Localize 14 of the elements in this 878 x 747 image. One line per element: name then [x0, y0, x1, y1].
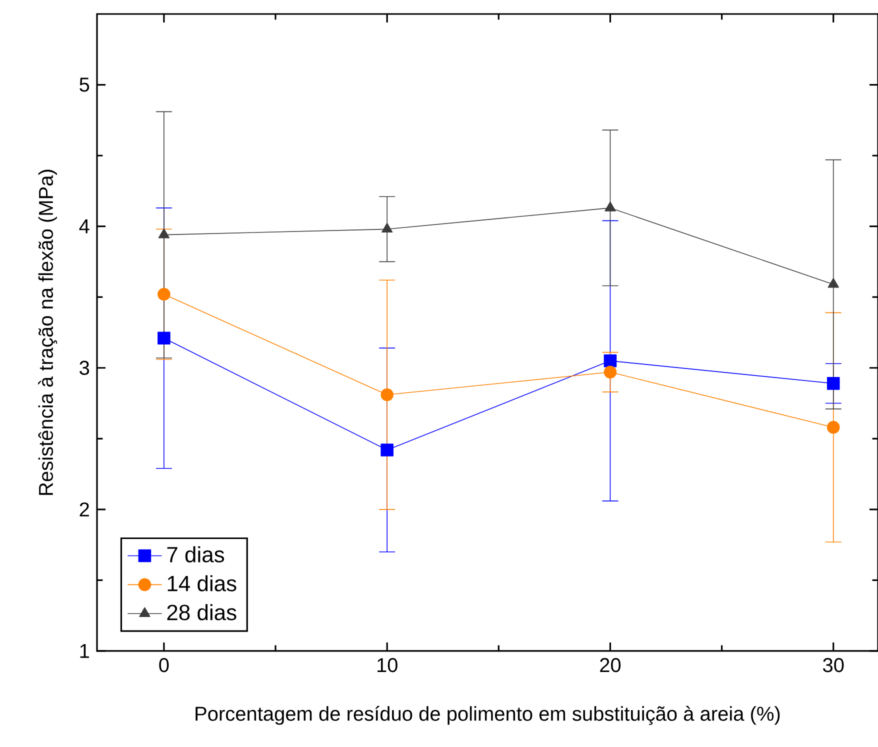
y-tick-label: 2: [80, 502, 89, 516]
x-tick-label: 0: [159, 658, 169, 672]
x-axis-title: Porcentagem de resíduo de polimento em substituição à areia (%): [196, 706, 780, 725]
y-axis-title: Resistência à tração na flexão (MPa): [38, 170, 58, 495]
legend-label: 28 dias: [167, 604, 236, 620]
legend-label: 7 dias: [167, 546, 224, 562]
x-tick-label: 30: [823, 658, 844, 672]
y-tick-label: 5: [80, 78, 90, 92]
x-tick-label: 10: [378, 658, 398, 672]
y-tick-label: 1: [80, 644, 89, 658]
x-tick-label: 20: [600, 658, 621, 672]
y-tick-label: 3: [80, 360, 90, 375]
legend-label: 14 dias: [168, 575, 236, 592]
y-tick-label: 4: [79, 219, 90, 234]
